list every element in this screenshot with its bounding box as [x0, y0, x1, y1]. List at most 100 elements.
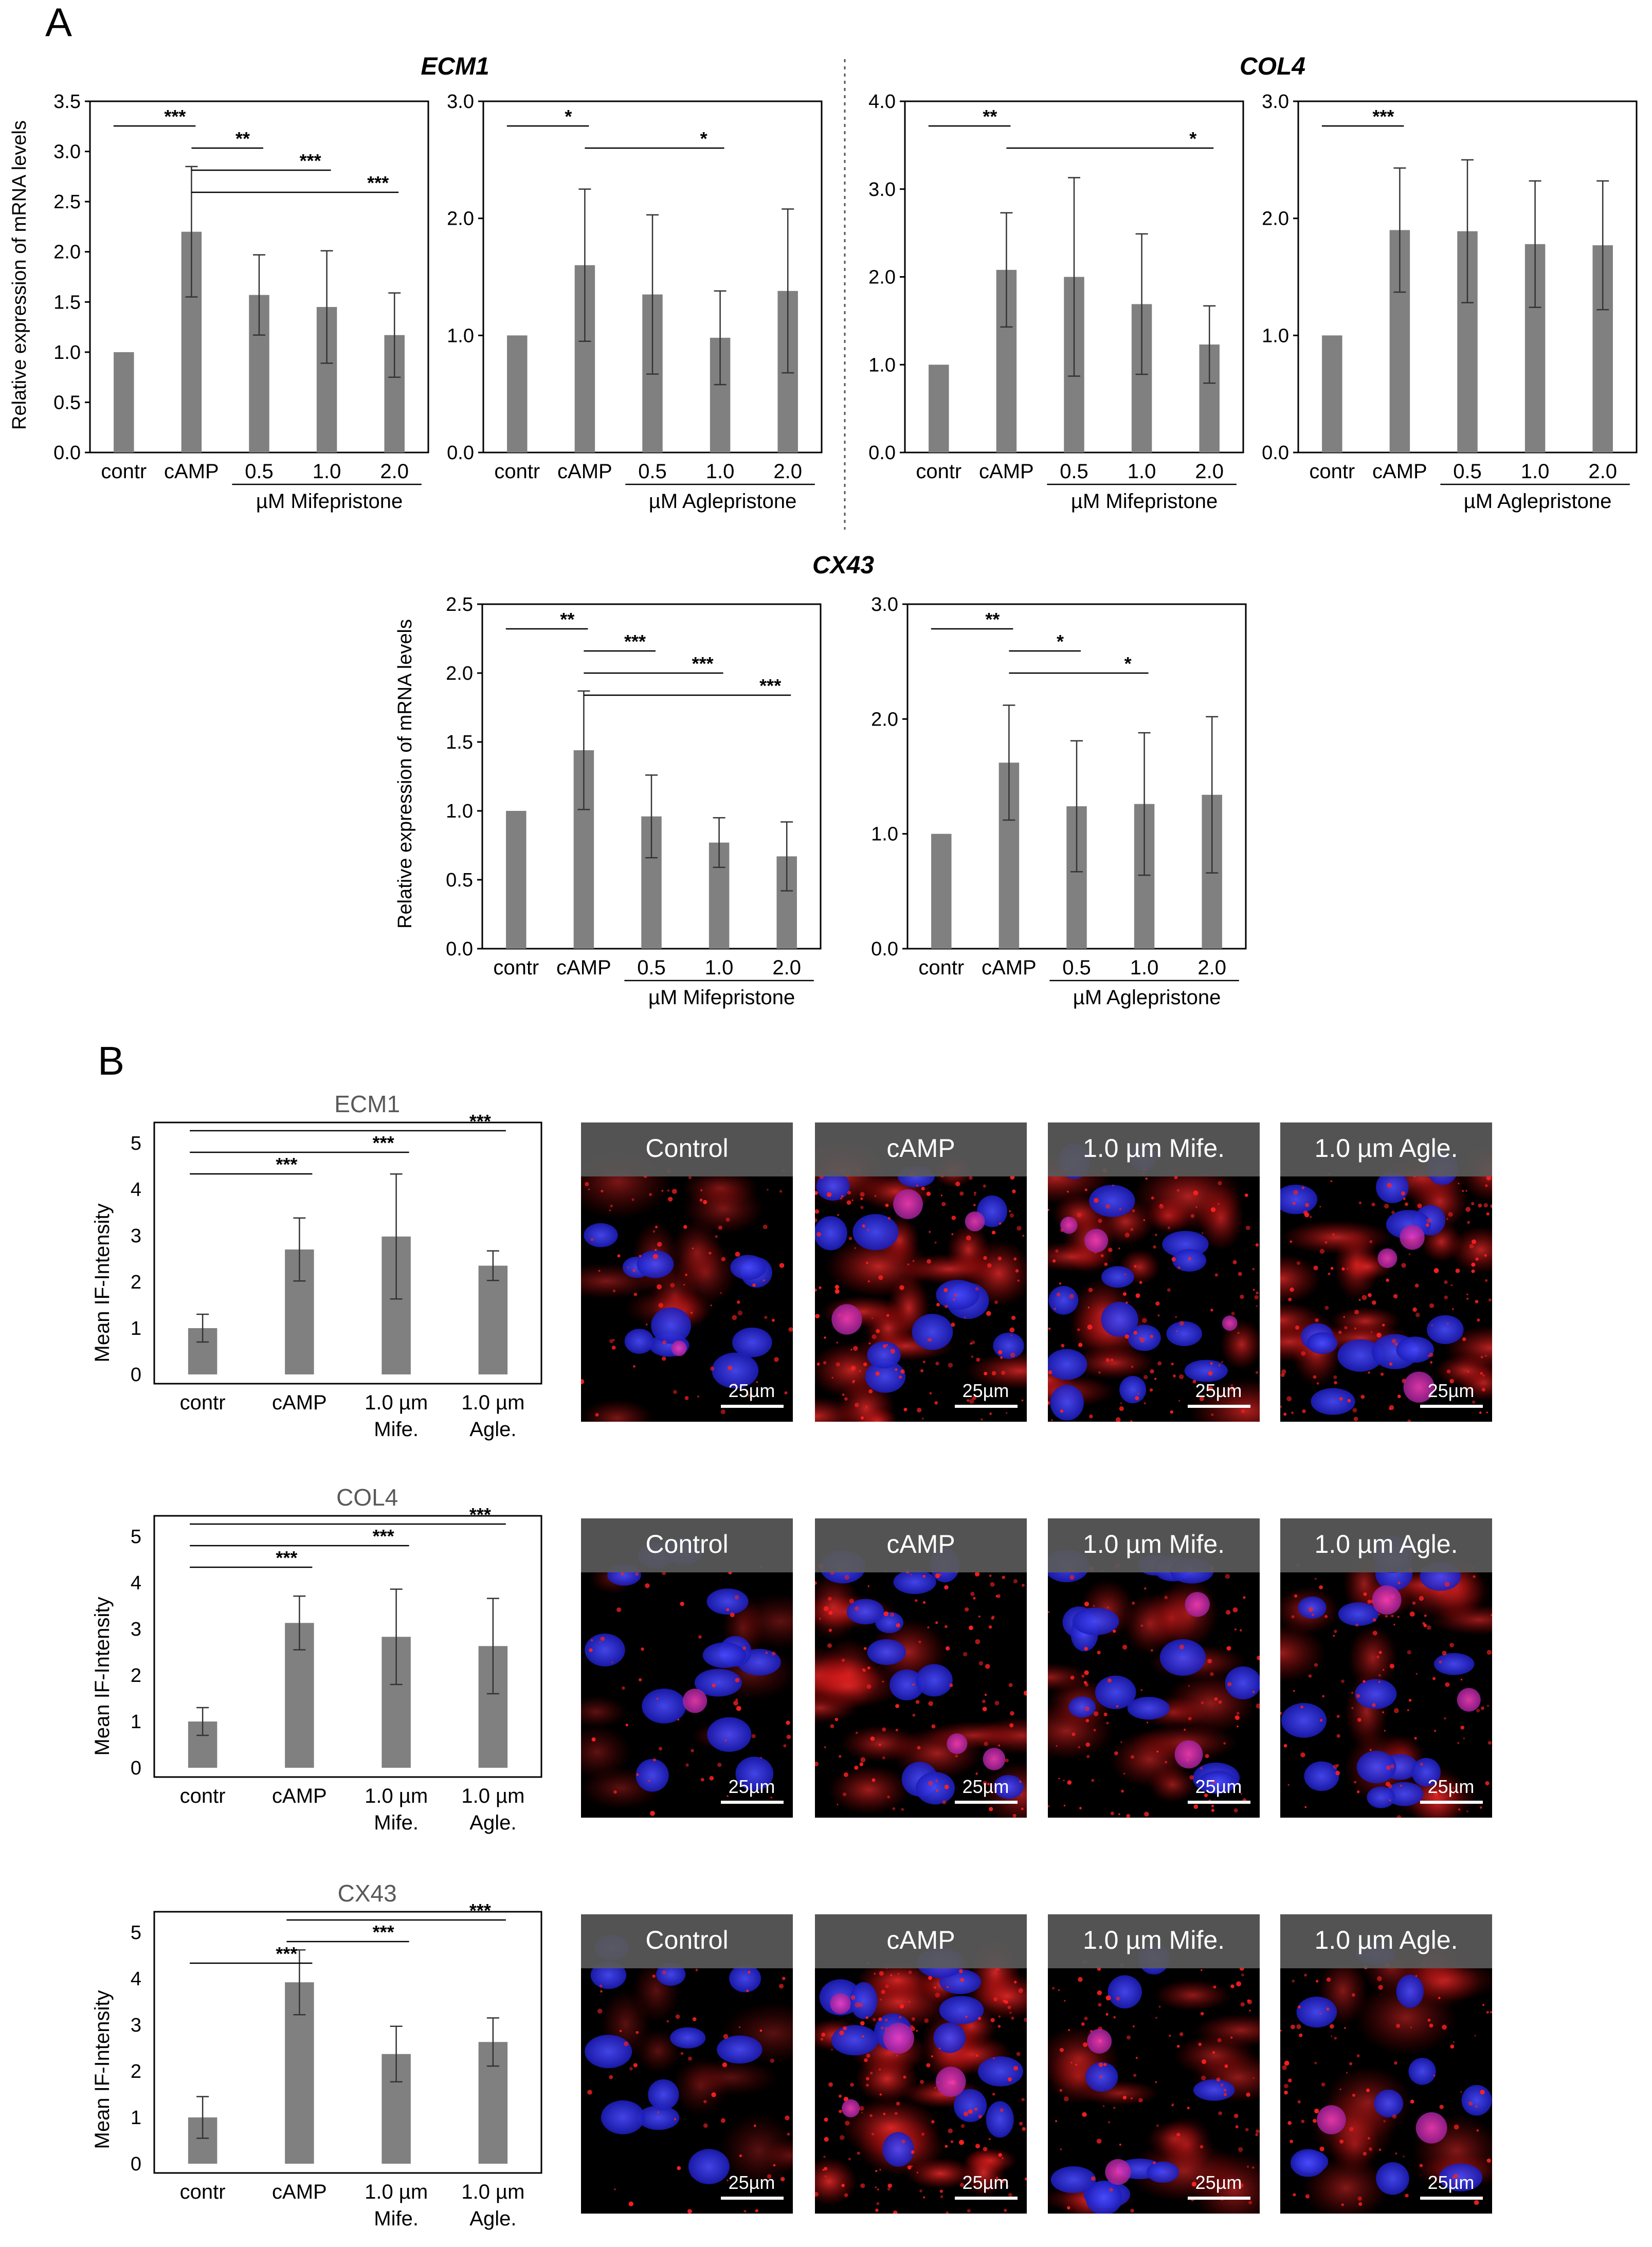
y-tick-label: 4: [131, 1179, 141, 1201]
stain-puncta: [1123, 1772, 1125, 1775]
stain-puncta: [700, 1189, 703, 1191]
stain-puncta: [1355, 1623, 1359, 1627]
stain-puncta: [635, 1572, 639, 1576]
stain-puncta: [1468, 2101, 1473, 2106]
stain-puncta: [1433, 1791, 1439, 1797]
image-label: cAMP: [886, 1926, 955, 1954]
stain-puncta: [1116, 1705, 1119, 1708]
cytoplasm-stain: [672, 2057, 729, 2116]
stain-puncta: [1143, 1375, 1148, 1380]
stain-puncta: [1072, 1732, 1076, 1736]
cytoplasm-stain: [825, 1236, 932, 1297]
stain-puncta: [1450, 2044, 1455, 2049]
stain-puncta: [1478, 1203, 1482, 1208]
stain-puncta: [938, 2047, 941, 2050]
stain-puncta: [1188, 1685, 1190, 1687]
stain-puncta: [609, 2075, 613, 2079]
stain-puncta: [1385, 1615, 1388, 1618]
stain-puncta: [1173, 1374, 1176, 1378]
stain-puncta: [1131, 2097, 1133, 2099]
stain-puncta: [597, 2008, 603, 2014]
stain-puncta: [1488, 1298, 1492, 1302]
stain-puncta: [1227, 1682, 1232, 1687]
stain-puncta: [1368, 2147, 1373, 2151]
stain-puncta: [1223, 2089, 1227, 2092]
stain-puncta: [940, 2195, 943, 2198]
stain-puncta: [866, 2054, 870, 2058]
stain-puncta: [934, 1401, 938, 1405]
stain-puncta: [1218, 2111, 1222, 2115]
stain-puncta: [1294, 1594, 1298, 1598]
stain-puncta: [1210, 1207, 1216, 1212]
stain-puncta: [1486, 1175, 1492, 1181]
stain-puncta: [1190, 1214, 1195, 1218]
stain-puncta: [1473, 1575, 1476, 1578]
stain-puncta: [1006, 2185, 1009, 2188]
chart-title: COL4: [336, 1484, 398, 1511]
x-tick-label: contr: [493, 956, 539, 979]
stain-puncta: [1012, 1814, 1016, 1818]
stain-puncta: [1079, 1807, 1082, 1809]
stain-puncta: [1290, 1287, 1294, 1292]
stain-puncta: [1370, 1331, 1373, 1333]
stain-puncta: [834, 1717, 839, 1722]
stain-puncta: [784, 1391, 788, 1394]
stain-puncta: [844, 1574, 850, 1580]
stain-puncta: [1216, 2077, 1221, 2082]
stain-puncta: [1096, 2139, 1102, 2144]
stain-puncta: [1118, 1247, 1120, 1249]
bright-spot: [935, 2067, 966, 2097]
image-label: Control: [645, 1530, 728, 1559]
stain-puncta: [1363, 2151, 1367, 2156]
stain-puncta: [1394, 2061, 1397, 2065]
stain-puncta: [1200, 2012, 1204, 2016]
stain-puncta: [815, 1209, 820, 1214]
stain-puncta: [1446, 1369, 1451, 1374]
stain-puncta: [867, 1229, 869, 1231]
stain-puncta: [959, 2183, 965, 2187]
stain-puncta: [1104, 1262, 1108, 1266]
stain-puncta: [1218, 1203, 1220, 1205]
stain-puncta: [1332, 1233, 1335, 1236]
stain-puncta: [629, 2067, 633, 2071]
stain-puncta: [1230, 1384, 1233, 1387]
stain-puncta: [1179, 1320, 1185, 1326]
panel-label-a: A: [45, 0, 72, 45]
image-banner: [1048, 1122, 1260, 1176]
stain-puncta: [999, 1222, 1002, 1225]
stain-puncta: [1476, 2129, 1479, 2132]
stain-puncta: [1430, 1361, 1433, 1364]
stain-puncta: [869, 2114, 873, 2117]
stain-puncta: [1474, 2200, 1479, 2205]
stain-puncta: [1481, 1388, 1485, 1392]
stain-puncta: [1454, 2182, 1458, 2185]
stain-puncta: [963, 2111, 969, 2116]
stain-puncta: [872, 2018, 876, 2021]
stain-puncta: [867, 1280, 870, 1283]
stain-puncta: [860, 2021, 865, 2026]
stain-puncta: [1201, 2059, 1207, 2064]
stain-puncta: [1241, 1973, 1244, 1977]
stain-puncta: [1341, 1679, 1345, 1683]
stain-puncta: [1059, 2047, 1064, 2053]
stain-puncta: [1339, 2088, 1341, 2090]
y-tick-label: 0.5: [446, 869, 473, 891]
stain-puncta: [1368, 2137, 1370, 2140]
stain-puncta: [1130, 1227, 1134, 1231]
stain-puncta: [945, 1625, 948, 1628]
y-tick-label: 4.0: [868, 91, 896, 113]
stain-puncta: [591, 1737, 596, 1742]
nucleus: [651, 1307, 692, 1344]
stain-puncta: [1283, 2083, 1288, 2089]
stain-puncta: [843, 1792, 847, 1797]
stain-puncta: [657, 1284, 662, 1290]
stain-puncta: [1238, 1272, 1242, 1276]
stain-puncta: [759, 2029, 763, 2032]
stain-puncta: [1201, 2075, 1206, 2080]
stain-puncta: [1224, 2064, 1228, 2068]
stain-puncta: [1353, 1417, 1358, 1421]
stain-puncta: [942, 1800, 947, 1804]
stain-puncta: [662, 1970, 666, 1975]
stain-puncta: [1010, 1334, 1013, 1336]
